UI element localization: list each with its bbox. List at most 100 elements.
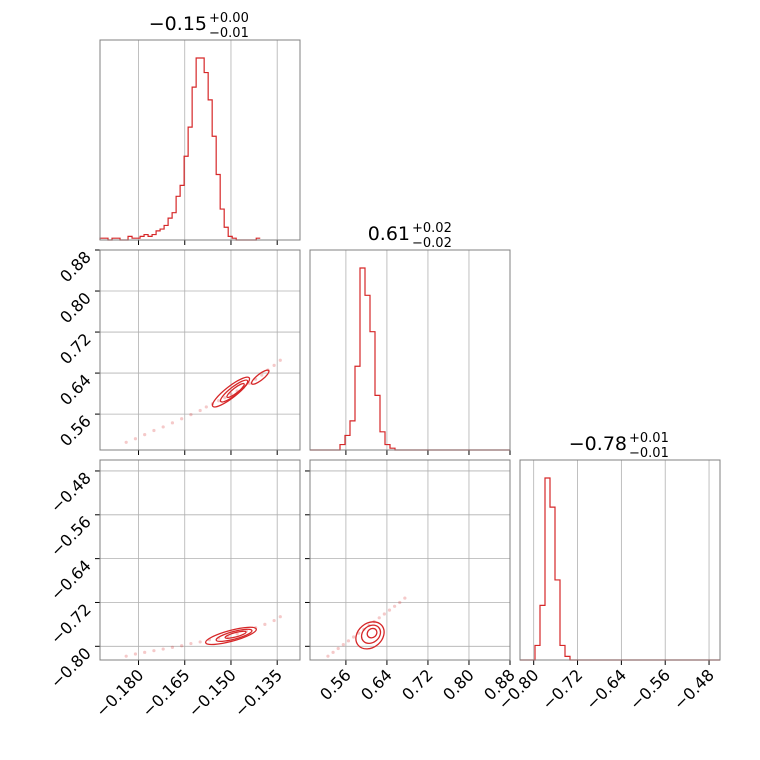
density-contour bbox=[204, 626, 257, 646]
title-param1-plus: +0.02 bbox=[412, 221, 452, 236]
title-param1: 0.61 +0.02 −0.02 bbox=[368, 221, 452, 251]
sample-point bbox=[124, 654, 128, 658]
sample-point bbox=[351, 635, 356, 639]
histogram-param2 bbox=[520, 477, 720, 661]
sample-point bbox=[278, 358, 282, 362]
density-contour bbox=[215, 628, 253, 643]
panel-frame bbox=[309, 249, 511, 451]
sample-point bbox=[170, 645, 175, 649]
x-tick-label-param2: −0.48 bbox=[670, 665, 718, 713]
sample-point bbox=[377, 616, 381, 620]
title-param2-plus: +0.01 bbox=[629, 431, 669, 446]
panel-2-1 bbox=[305, 459, 511, 665]
panel-1-0 bbox=[95, 249, 301, 455]
title-param0: −0.15 +0.00 −0.01 bbox=[149, 11, 249, 41]
x-tick-label-param2: −0.72 bbox=[538, 665, 586, 713]
y-tick-label-param2: −0.56 bbox=[47, 512, 95, 560]
sample-point bbox=[278, 615, 282, 619]
panel-frame bbox=[309, 459, 511, 661]
sample-point bbox=[217, 399, 221, 403]
sample-point bbox=[272, 618, 276, 623]
panel-2-2 bbox=[519, 459, 721, 665]
x-tick-label-param2: −0.56 bbox=[626, 665, 674, 713]
sample-point bbox=[387, 608, 392, 612]
sample-point bbox=[326, 654, 330, 658]
sample-point bbox=[260, 373, 264, 377]
sample-point bbox=[198, 640, 202, 644]
panels: −0.180−0.165−0.150−0.135 0.56 0.64 0.72 0.80… bbox=[47, 39, 721, 721]
sample-point bbox=[189, 413, 193, 417]
sample-point bbox=[161, 647, 165, 651]
panel-frame bbox=[519, 459, 721, 661]
sample-point bbox=[331, 650, 335, 654]
sample-point bbox=[133, 652, 138, 656]
sample-point bbox=[223, 396, 227, 400]
sample-point bbox=[143, 433, 147, 437]
title-param1-value: 0.61 bbox=[368, 223, 410, 245]
sample-point bbox=[336, 646, 340, 651]
sample-point bbox=[161, 425, 165, 429]
x-tick-label-param2: −0.64 bbox=[582, 665, 630, 713]
density-contour bbox=[224, 630, 247, 639]
density-contour bbox=[219, 379, 249, 403]
sample-point bbox=[189, 641, 193, 646]
sample-point bbox=[152, 428, 156, 433]
sample-point bbox=[398, 600, 402, 605]
title-param2: −0.78 +0.01 −0.01 bbox=[569, 431, 669, 461]
sample-point bbox=[382, 612, 386, 616]
sample-point bbox=[143, 650, 147, 654]
histogram-param0 bbox=[99, 57, 261, 241]
sample-point bbox=[403, 596, 407, 600]
sample-point bbox=[272, 363, 276, 367]
sample-point bbox=[393, 604, 397, 608]
y-tick-label-param1: 0.80 bbox=[56, 288, 95, 327]
y-tick-label-param2: −0.80 bbox=[47, 644, 95, 692]
y-tick-label-param2: −0.64 bbox=[47, 556, 95, 604]
density-contour bbox=[360, 624, 382, 645]
panel-0-0 bbox=[99, 39, 301, 245]
sample-point bbox=[341, 643, 345, 647]
density-contour bbox=[366, 627, 378, 639]
density-contour bbox=[226, 382, 245, 399]
x-tick-label-param1: 0.72 bbox=[398, 665, 437, 704]
sample-point bbox=[152, 649, 156, 653]
sample-point bbox=[263, 622, 267, 626]
title-param0-value: −0.15 bbox=[149, 13, 207, 35]
density-contour bbox=[355, 621, 385, 650]
title-param0-minus: −0.01 bbox=[209, 26, 249, 41]
y-tick-label-param1: 0.72 bbox=[56, 329, 95, 368]
y-tick-label-param1: 0.64 bbox=[56, 370, 95, 409]
panel-frame bbox=[99, 39, 301, 241]
x-tick-label-param1: 0.56 bbox=[316, 665, 355, 704]
x-tick-label-param0: −0.135 bbox=[231, 665, 286, 720]
panel-1-1 bbox=[309, 249, 511, 455]
sample-point bbox=[180, 644, 184, 648]
sample-point bbox=[133, 437, 138, 441]
sample-point bbox=[180, 417, 184, 421]
x-tick-label-param0: −0.165 bbox=[138, 665, 193, 720]
sample-point bbox=[346, 639, 351, 643]
title-param0-plus: +0.00 bbox=[209, 11, 249, 26]
histogram-param1 bbox=[310, 267, 510, 451]
density-contour bbox=[250, 369, 270, 385]
x-tick-label-param1: 0.64 bbox=[357, 665, 396, 704]
x-tick-label-param0: −0.150 bbox=[184, 665, 239, 720]
y-tick-label-param2: −0.48 bbox=[47, 468, 95, 516]
x-tick-label-param0: −0.180 bbox=[92, 665, 147, 720]
title-param2-minus: −0.01 bbox=[629, 446, 669, 461]
sample-point bbox=[124, 440, 128, 444]
title-param1-minus: −0.02 bbox=[412, 236, 452, 251]
title-param2-value: −0.78 bbox=[569, 433, 627, 455]
sample-point bbox=[229, 392, 233, 396]
sample-point bbox=[198, 408, 202, 413]
panel-frame bbox=[99, 249, 301, 451]
y-tick-label-param1: 0.88 bbox=[56, 247, 95, 286]
x-tick-label-param1: 0.80 bbox=[439, 665, 478, 704]
panel-frame bbox=[99, 459, 301, 661]
sample-point bbox=[170, 421, 175, 425]
y-tick-label-param1: 0.56 bbox=[56, 411, 95, 450]
y-tick-label-param2: −0.72 bbox=[47, 600, 95, 648]
panel-2-0 bbox=[95, 459, 301, 665]
sample-point bbox=[204, 405, 208, 409]
